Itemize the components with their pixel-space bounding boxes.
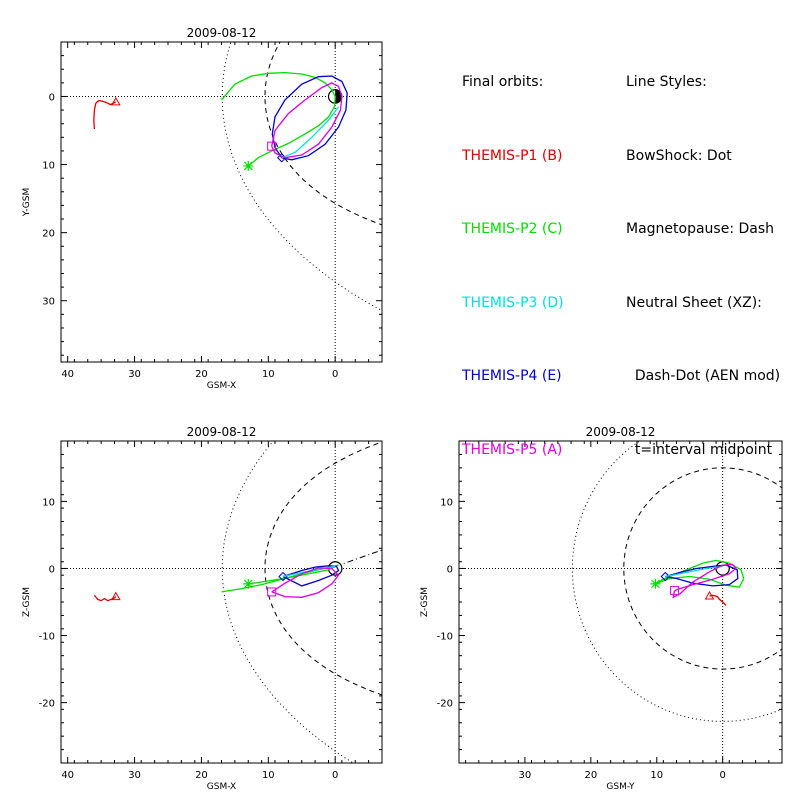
y-axis-label: Z-GSM (420, 587, 430, 617)
y-tick-label: 10 (42, 497, 55, 508)
marker-p2 (243, 160, 254, 171)
marker-p5 (267, 141, 277, 151)
marker-p5 (267, 587, 277, 597)
axes-frame (60, 440, 383, 764)
orbit-p4 (282, 565, 340, 587)
marker-p4 (278, 571, 288, 582)
y-tick-label: 10 (42, 161, 55, 172)
orbit-p3 (665, 565, 723, 578)
x-tick-label: 30 (128, 770, 141, 781)
x-tick-label: 40 (61, 369, 74, 380)
neutral-sheet-line (335, 549, 382, 567)
panel-title: 2009-08-12 (187, 425, 257, 439)
y-tick-label: -10 (437, 632, 453, 643)
line-styles-title: Line Styles: (626, 74, 707, 90)
orbit-p4 (271, 75, 348, 161)
marker-p4 (660, 571, 671, 582)
panel-1: 40 30 20 10 0 0 10 20 30 2009-08-12 GSM-X Y-GSM (22, 26, 383, 391)
line-style-midpoint: t=interval midpoint (626, 441, 773, 458)
final-orbits-legend: Final orbits: THEMIS-P1 (B) THEMIS-P2 (C… (462, 21, 564, 487)
y-tick-label: 20 (42, 229, 55, 240)
x-tick-label: 20 (195, 770, 208, 781)
axes-frame (458, 440, 783, 764)
y-axis-label: Y-GSM (22, 188, 32, 217)
y-tick-label: 10 (440, 497, 453, 508)
y-tick-label: -10 (39, 632, 55, 643)
y-axis-label: Z-GSM (22, 587, 32, 617)
panel-title: 2009-08-12 (187, 26, 257, 40)
marker-p1 (110, 96, 121, 106)
y-tick-label: 0 (447, 564, 453, 575)
y-tick-label: 30 (42, 297, 55, 308)
y-tick-label: -20 (437, 699, 453, 710)
y-tick-label: -20 (39, 699, 55, 710)
bow-shock-line (571, 441, 782, 722)
legend-entry-p3: THEMIS-P3 (D) (462, 294, 564, 311)
panel-title: 2009-08-12 (586, 425, 656, 439)
magnetopause-line (264, 441, 382, 696)
legend-entry-p4: THEMIS-P4 (E) (462, 368, 562, 384)
marker-p1 (704, 590, 715, 600)
x-tick-label: 0 (332, 770, 338, 781)
x-tick-label: 10 (262, 369, 275, 380)
orbit-p5 (672, 563, 737, 599)
x-tick-label: 30 (128, 369, 141, 380)
orbit-p3 (281, 106, 340, 159)
line-style-aen-mod: Dash-Dot (AEN mod) (626, 368, 781, 384)
x-tick-label: 0 (332, 369, 338, 380)
line-style-magnetopause: Magnetopause: Dash (626, 221, 775, 237)
orbit-p4 (665, 564, 739, 587)
x-axis-label: GSM-X (207, 782, 236, 792)
bow-shock-line (221, 441, 355, 763)
x-tick-label: 20 (195, 369, 208, 380)
x-tick-label: 10 (650, 770, 663, 781)
legend-entry-p2: THEMIS-P2 (C) (462, 221, 563, 237)
earth-symbol (715, 561, 730, 576)
orbit-p1 (93, 594, 117, 602)
x-axis-label: GSM-Y (606, 782, 635, 792)
x-tick-label: 40 (61, 770, 74, 781)
orbit-p1 (709, 594, 727, 606)
plot-area (61, 42, 382, 362)
orbit-p1 (93, 99, 117, 130)
legend-entry-p1: THEMIS-P1 (B) (462, 147, 563, 164)
marker-p2 (243, 578, 254, 589)
marker-p1 (110, 591, 121, 601)
panel-2: 40 30 20 10 0 10 0 -10 -20 2009-08-12 GSM-X Z-GSM (22, 425, 383, 792)
line-style-bowshock: BowShock: Dot (626, 147, 732, 164)
line-style-neutral-sheet: Neutral Sheet (XZ): (626, 294, 762, 311)
plot-area (61, 441, 382, 763)
marker-p2 (650, 578, 661, 589)
x-tick-label: 20 (584, 770, 597, 781)
final-orbits-title: Final orbits: (462, 74, 544, 90)
x-tick-label: 30 (519, 770, 532, 781)
marker-p5 (670, 586, 680, 596)
legend-entry-p5: THEMIS-P5 (A) (462, 441, 563, 458)
plot-area (459, 441, 782, 763)
x-axis-label: GSM-X (207, 381, 236, 391)
line-styles-legend: Line Styles: BowShock: Dot Magnetopause:… (626, 21, 780, 487)
magnetopause-line (623, 467, 782, 670)
orbit-p5 (271, 82, 343, 159)
x-tick-label: 0 (719, 770, 725, 781)
x-tick-label: 10 (262, 770, 275, 781)
panel-3: 30 20 10 0 10 0 -10 -20 2009-08-12 GSM-Y Z-GSM (420, 425, 783, 792)
orbit-p2 (221, 71, 336, 167)
y-tick-label: 0 (49, 564, 55, 575)
y-tick-label: 0 (49, 92, 55, 103)
orbit-p5 (271, 567, 340, 598)
